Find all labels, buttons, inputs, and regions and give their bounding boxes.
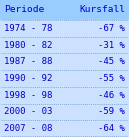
Text: 1980 - 82: 1980 - 82 xyxy=(4,41,52,50)
Bar xyxy=(0,87,129,104)
Text: Kursfall: Kursfall xyxy=(79,5,125,15)
Bar xyxy=(0,70,129,87)
Text: -45 %: -45 % xyxy=(98,57,125,66)
Text: -46 %: -46 % xyxy=(98,91,125,100)
Text: 1990 - 92: 1990 - 92 xyxy=(4,74,52,83)
Text: -31 %: -31 % xyxy=(98,41,125,50)
Text: 2000 - 03: 2000 - 03 xyxy=(4,107,52,116)
Bar xyxy=(0,37,129,53)
Text: 1998 - 98: 1998 - 98 xyxy=(4,91,52,100)
Bar xyxy=(0,20,129,37)
Bar xyxy=(0,53,129,70)
Text: 2007 - 08: 2007 - 08 xyxy=(4,124,52,133)
Bar xyxy=(0,0,129,20)
Text: Periode: Periode xyxy=(4,5,44,15)
Text: -55 %: -55 % xyxy=(98,74,125,83)
Text: 1974 - 78: 1974 - 78 xyxy=(4,24,52,33)
Text: -67 %: -67 % xyxy=(98,24,125,33)
Bar xyxy=(0,104,129,120)
Text: -64 %: -64 % xyxy=(98,124,125,133)
Bar xyxy=(0,120,129,137)
Text: 1987 - 88: 1987 - 88 xyxy=(4,57,52,66)
Text: -59 %: -59 % xyxy=(98,107,125,116)
